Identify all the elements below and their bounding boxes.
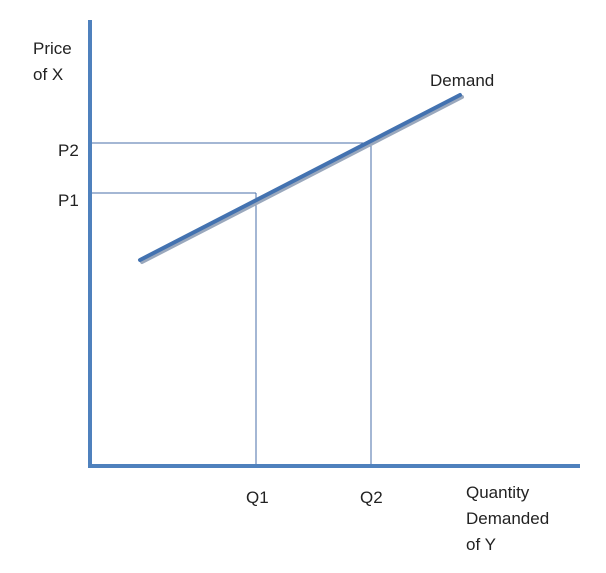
demand-curve <box>138 93 462 262</box>
x-axis-label: of Y <box>466 535 496 554</box>
price-label: P2 <box>58 141 79 160</box>
quantity-label: Q1 <box>246 488 269 507</box>
demand-shadow <box>140 95 464 264</box>
x-axis-label: Demanded <box>466 509 549 528</box>
quantity-label: Q2 <box>360 488 383 507</box>
x-axis-label: Quantity <box>466 483 530 502</box>
curve-label: Demand <box>430 71 494 90</box>
y-axis-label: of X <box>33 65 63 84</box>
y-axis-label: Price <box>33 39 72 58</box>
price-label: P1 <box>58 191 79 210</box>
